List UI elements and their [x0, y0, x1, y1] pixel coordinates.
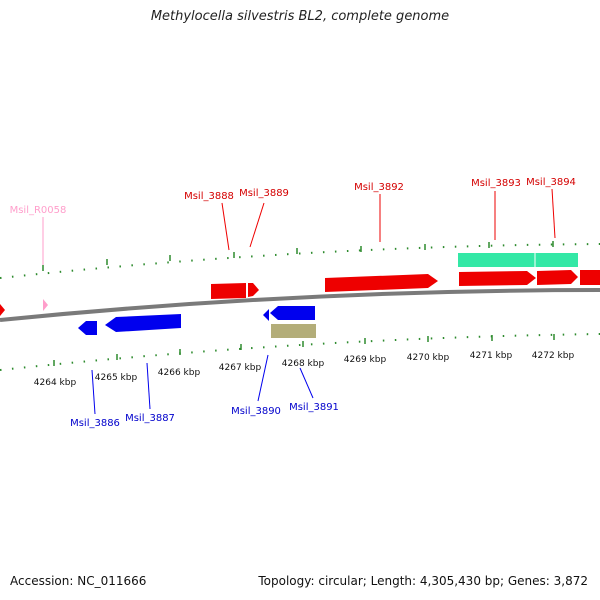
- forward-feature-block[interactable]: [458, 253, 578, 267]
- genome-summary-text: Topology: circular; Length: 4,305,430 bp…: [258, 574, 588, 588]
- gene-label-msil-3890: Msil_3890: [231, 406, 281, 417]
- forward-leader-lines: [221, 188, 556, 251]
- genome-title: Methylocella silvestris BL2, complete ge…: [150, 9, 450, 24]
- gene-label-msil-3891: Msil_3891: [289, 402, 339, 413]
- gene-arrow-msil-3887[interactable]: [105, 314, 181, 332]
- reverse-feature-block[interactable]: [271, 324, 316, 338]
- gene-arrow-msil-3890[interactable]: [263, 309, 269, 321]
- gene-arrow-msil-3888[interactable]: [211, 283, 246, 299]
- reverse-tick-ruler: [0, 333, 600, 371]
- rna-arrow-msil-r0058[interactable]: [43, 299, 48, 311]
- genome-backbone: [0, 288, 600, 322]
- gene-arrow-edge-right[interactable]: [580, 270, 600, 285]
- scale-label: 4265 kbp: [95, 373, 138, 383]
- gene-label-msil-3889: Msil_3889: [239, 188, 289, 199]
- gene-arrow-msil-3889[interactable]: [248, 283, 259, 297]
- gene-label-msil-r0058: Msil_R0058: [10, 205, 67, 216]
- scale-label: 4266 kbp: [158, 368, 201, 378]
- gene-arrow-msil-3893[interactable]: [459, 271, 536, 286]
- gene-arrow-msil-3894[interactable]: [537, 270, 578, 285]
- gene-label-msil-3888: Msil_3888: [184, 191, 234, 202]
- gene-label-msil-3886: Msil_3886: [70, 418, 120, 429]
- scale-label: 4264 kbp: [34, 378, 77, 388]
- scale-label: 4271 kbp: [470, 351, 513, 361]
- scale-label: 4269 kbp: [344, 355, 387, 365]
- gene-label-msil-3893: Msil_3893: [471, 178, 521, 189]
- gene-arrow-msil-0[interactable]: [0, 304, 5, 316]
- scale-label: 4272 kbp: [532, 351, 575, 361]
- gene-label-msil-3894: Msil_3894: [526, 177, 576, 188]
- scale-label: 4270 kbp: [407, 353, 450, 363]
- scale-labels: 4264 kbp 4265 kbp 4266 kbp 4267 kbp 4268…: [34, 351, 575, 388]
- forward-gene-labels: Msil_R0058 Msil_3888 Msil_3889 Msil_3892…: [10, 177, 576, 216]
- reverse-leader-lines: [91, 354, 314, 415]
- gene-arrow-msil-3892[interactable]: [325, 274, 438, 292]
- scale-label: 4267 kbp: [219, 363, 262, 373]
- scale-label: 4268 kbp: [282, 359, 325, 369]
- forward-tick-ruler: [0, 241, 600, 279]
- gene-label-msil-3887: Msil_3887: [125, 413, 175, 424]
- gene-arrow-msil-3886[interactable]: [78, 321, 97, 335]
- gene-label-msil-3892: Msil_3892: [354, 182, 404, 193]
- reverse-gene-labels: Msil_3886 Msil_3887 Msil_3890 Msil_3891: [70, 402, 339, 429]
- gene-arrow-msil-3891[interactable]: [270, 306, 315, 320]
- accession-text: Accession: NC_011666: [10, 574, 147, 588]
